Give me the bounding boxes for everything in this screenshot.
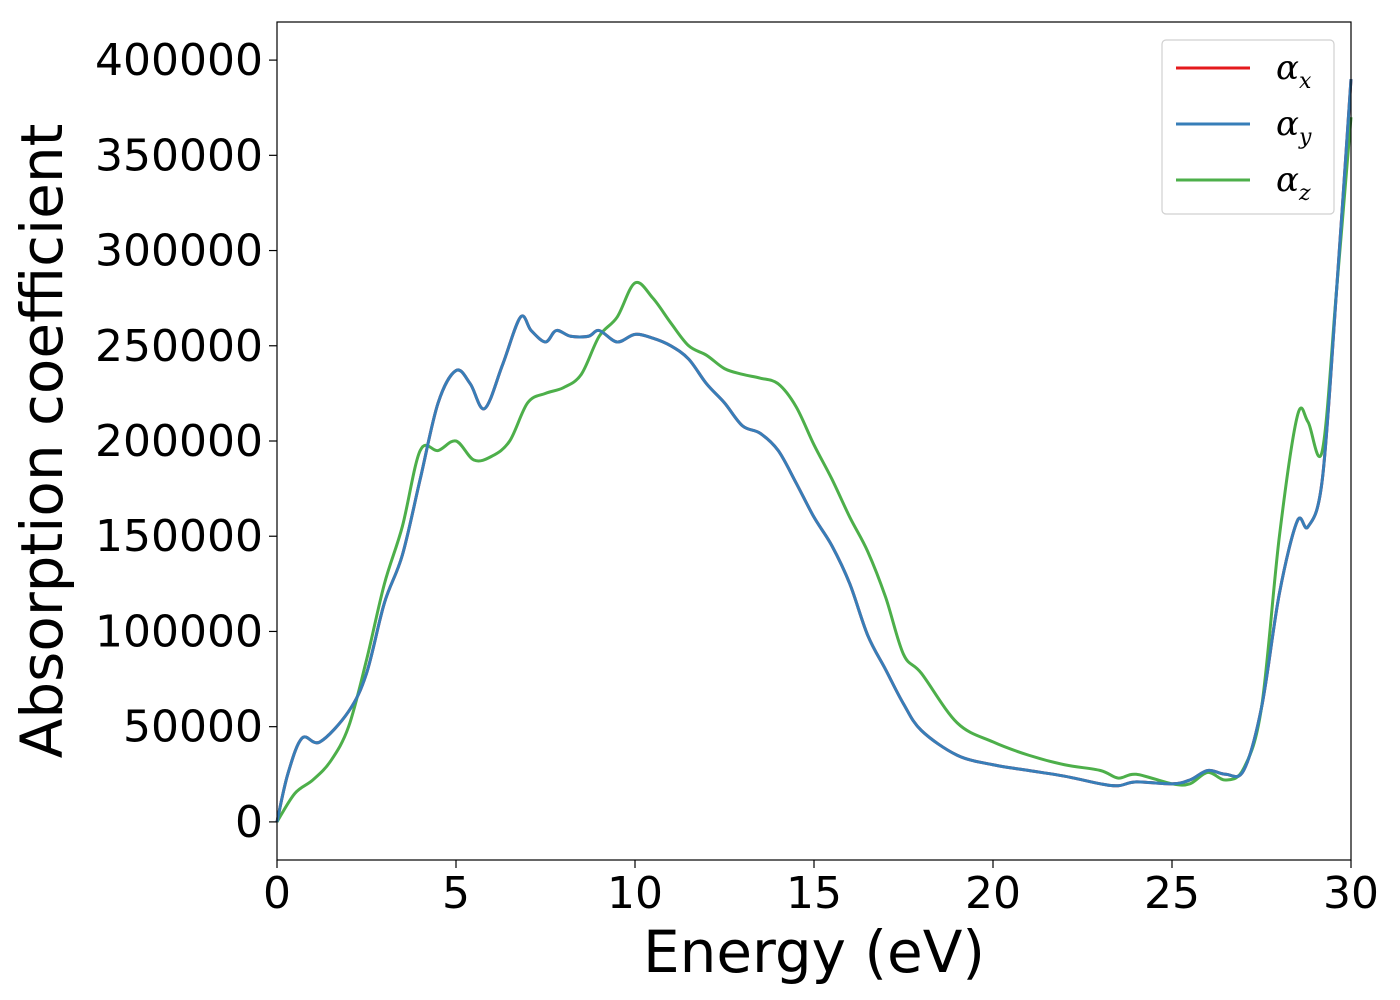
series-line-1 [275, 79, 1353, 823]
legend-label: αz [1276, 160, 1311, 206]
series-layer [275, 79, 1353, 823]
y-tick-label: 200000 [95, 416, 263, 467]
y-tick-label: 300000 [95, 226, 263, 277]
y-tick-label: 100000 [95, 606, 263, 657]
y-tick-label: 400000 [95, 35, 263, 86]
x-tick-label: 10 [607, 868, 663, 919]
x-axis-title: Energy (eV) [643, 918, 985, 986]
x-tick-label: 0 [263, 868, 291, 919]
y-tick-label: 150000 [95, 511, 263, 562]
legend-box [1161, 39, 1335, 215]
series-line-2 [275, 117, 1353, 823]
y-tick-label: 350000 [95, 130, 263, 181]
legend-label: αx [1276, 48, 1312, 94]
legend-label: αy [1276, 104, 1312, 150]
x-tick-label: 15 [786, 868, 842, 919]
tick-layer: 0 5 10 15 20 25 30 0 50000 100000 150000 200000 2500… [95, 35, 1379, 919]
legend: αx αy αz [1161, 39, 1335, 215]
y-tick-label: 0 [235, 797, 263, 848]
y-tick-label: 250000 [95, 321, 263, 372]
y-axis-title: Absorption coefficient [8, 124, 76, 759]
x-tick-label: 25 [1144, 868, 1200, 919]
x-tick-label: 20 [965, 868, 1021, 919]
x-tick-label: 5 [442, 868, 470, 919]
y-tick-label: 50000 [123, 702, 263, 753]
x-tick-label: 30 [1323, 868, 1379, 919]
